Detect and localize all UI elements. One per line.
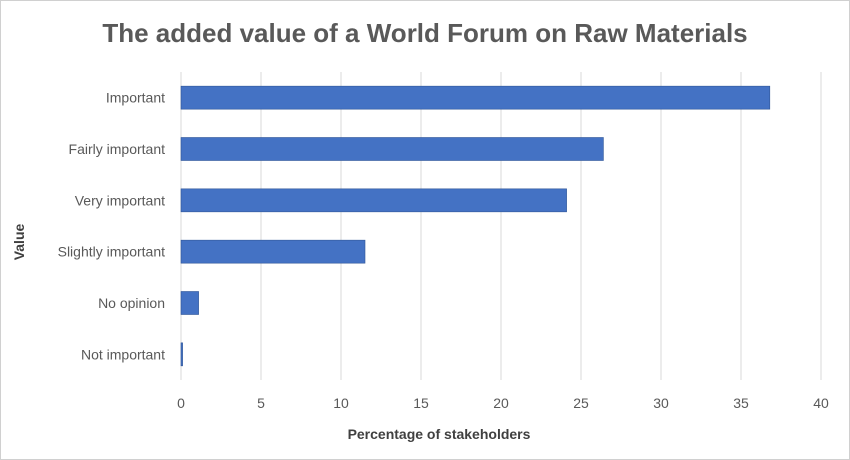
category-label: Fairly important xyxy=(69,141,166,157)
x-axis-title: Percentage of stakeholders xyxy=(348,426,531,442)
x-tick-label: 25 xyxy=(573,395,589,411)
category-labels: Important Fairly important Very important S… xyxy=(58,90,166,363)
category-label: Slightly important xyxy=(58,244,165,260)
x-tick-label: 10 xyxy=(333,395,349,411)
x-tick-label: 0 xyxy=(177,395,185,411)
category-label: No opinion xyxy=(98,295,165,311)
category-label: Not important xyxy=(81,346,165,362)
x-tick-label: 20 xyxy=(493,395,509,411)
x-tick-label: 35 xyxy=(733,395,749,411)
x-tick-label: 40 xyxy=(813,395,829,411)
chart-title: The added value of a World Forum on Raw … xyxy=(102,18,747,48)
category-label: Very important xyxy=(75,192,165,208)
gridlines xyxy=(180,72,822,380)
x-tick-label: 5 xyxy=(257,395,265,411)
bar xyxy=(180,137,604,161)
category-label: Important xyxy=(106,90,165,106)
y-axis-title: Value xyxy=(11,224,27,261)
bar xyxy=(180,342,183,367)
bars xyxy=(180,85,771,367)
x-tick-label: 15 xyxy=(413,395,429,411)
bar xyxy=(180,291,199,315)
bar xyxy=(180,188,567,213)
bar xyxy=(180,85,771,110)
bar xyxy=(180,239,366,264)
x-tick-label: 30 xyxy=(653,395,669,411)
x-tick-labels: 0 5 10 15 20 25 30 35 40 xyxy=(177,395,829,411)
